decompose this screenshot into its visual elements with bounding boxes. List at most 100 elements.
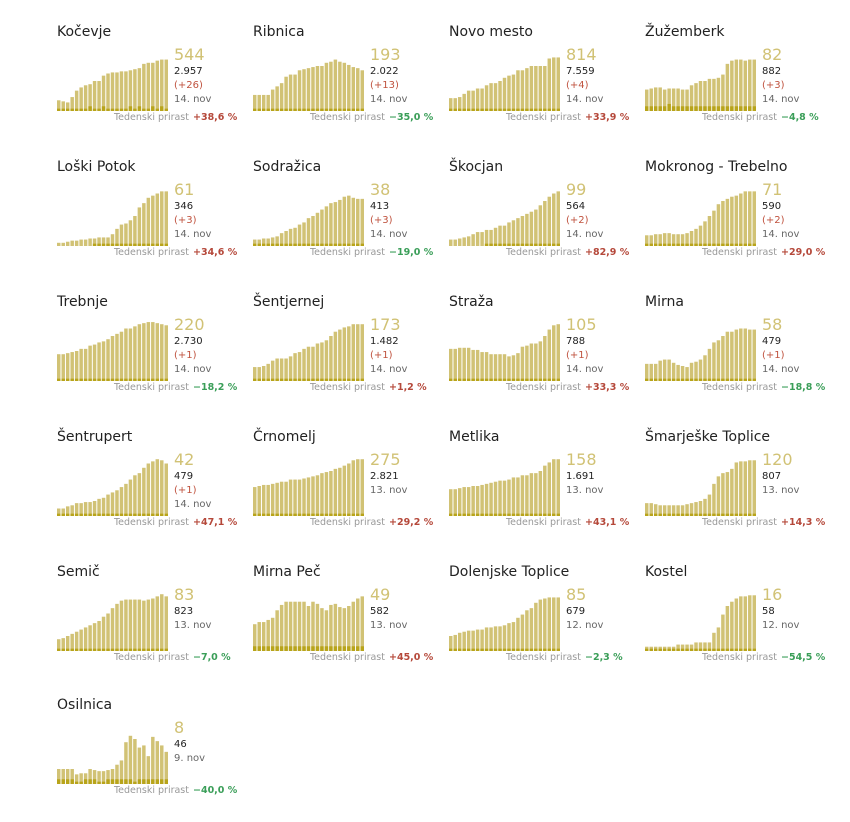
- new-cases-bar: [137, 106, 142, 111]
- new-cases-bar: [748, 243, 752, 246]
- new-cases-bar: [734, 648, 739, 651]
- active-bar: [146, 197, 151, 246]
- active-bar: [680, 89, 685, 111]
- new-cases-bar: [556, 378, 560, 381]
- new-cases-bar: [658, 378, 662, 381]
- new-cases-bar: [552, 378, 556, 381]
- active-bar: [146, 463, 151, 516]
- new-cases-bar: [115, 378, 119, 381]
- active-bar: [748, 329, 752, 381]
- active-bar: [315, 212, 320, 246]
- active-bar: [453, 239, 457, 246]
- new-cases-bar: [288, 378, 293, 381]
- new-cases-bar: [128, 243, 133, 246]
- new-cases-bar: [302, 646, 306, 651]
- new-cases-bar: [493, 513, 498, 516]
- active-bar: [253, 367, 257, 381]
- active-bar: [155, 459, 160, 516]
- active-bar: [462, 631, 466, 651]
- new-cases-bar: [525, 648, 529, 651]
- new-cases-bar: [721, 378, 725, 381]
- new-cases-bar: [347, 378, 351, 381]
- active-bar: [516, 353, 520, 381]
- active-bar: [516, 218, 520, 246]
- active-bar: [502, 77, 507, 111]
- active-bar: [645, 89, 649, 111]
- new-cases-bar: [552, 513, 556, 516]
- active-bar: [475, 349, 480, 381]
- active-bar: [484, 483, 489, 516]
- municipality-title: Loški Potok: [57, 159, 136, 175]
- new-cases-bar: [275, 646, 279, 651]
- active-bar: [662, 359, 667, 381]
- new-cases-bar: [88, 106, 92, 111]
- new-cases-bar: [471, 108, 475, 111]
- active-bar: [302, 222, 306, 246]
- active-bar: [356, 324, 360, 381]
- new-cases-bar: [284, 108, 288, 111]
- daily-delta: (+4): [566, 80, 589, 91]
- new-cases-bar: [529, 648, 534, 651]
- active-bar: [65, 353, 70, 381]
- active-bar: [466, 487, 471, 516]
- active-bar: [453, 489, 457, 516]
- new-cases-bar: [57, 108, 61, 111]
- new-cases-bar: [471, 378, 475, 381]
- active-bar: [516, 70, 520, 111]
- active-bar: [703, 355, 707, 381]
- active-bar: [155, 323, 160, 381]
- active-bar: [133, 216, 137, 246]
- new-cases-bar: [88, 378, 92, 381]
- weekly-growth-value: +33,3 %: [585, 382, 630, 393]
- new-cases-bar: [743, 648, 748, 651]
- new-cases-bar: [106, 513, 110, 516]
- active-bar: [645, 363, 649, 381]
- new-cases-bar: [137, 513, 142, 516]
- new-cases-bar: [703, 378, 707, 381]
- active-count: 544: [174, 45, 205, 64]
- active-count: 49: [370, 585, 391, 604]
- new-cases-bar: [480, 648, 484, 651]
- total-count: 788: [566, 336, 586, 347]
- new-cases-bar: [645, 243, 649, 246]
- new-cases-bar: [146, 513, 151, 516]
- active-bar: [70, 769, 74, 784]
- active-bar: [92, 623, 97, 651]
- active-count: 105: [566, 315, 597, 334]
- new-cases-bar: [493, 108, 498, 111]
- new-cases-bar: [257, 243, 261, 246]
- new-cases-bar: [342, 108, 347, 111]
- active-bar: [302, 348, 306, 381]
- active-bar: [320, 66, 324, 111]
- new-cases-bar: [507, 243, 511, 246]
- active-bar: [92, 501, 97, 516]
- new-cases-bar: [543, 513, 547, 516]
- active-bar: [752, 460, 756, 516]
- active-count: 16: [762, 585, 783, 604]
- municipality-title: Mokronog - Trebelno: [645, 159, 788, 175]
- weekly-growth-value: +45,0 %: [389, 652, 434, 663]
- active-bar: [79, 629, 83, 651]
- active-bar: [730, 60, 734, 111]
- active-bar: [119, 600, 124, 651]
- new-cases-bar: [475, 108, 480, 111]
- active-bar: [698, 225, 703, 246]
- active-bar: [725, 606, 730, 651]
- new-cases-bar: [288, 513, 293, 516]
- municipality-title: Žužemberk: [645, 24, 725, 40]
- new-cases-bar: [552, 648, 556, 651]
- active-bar: [257, 239, 261, 246]
- active-bar: [360, 198, 364, 246]
- active-bar: [342, 62, 347, 111]
- new-cases-bar: [739, 243, 743, 246]
- active-bar: [275, 610, 279, 651]
- active-bar: [164, 463, 168, 516]
- new-cases-bar: [543, 648, 547, 651]
- new-cases-bar: [333, 378, 338, 381]
- weekly-growth-value: +29,0 %: [781, 247, 826, 258]
- new-cases-bar: [453, 513, 457, 516]
- active-bar: [338, 467, 342, 516]
- daily-delta: (+3): [762, 80, 785, 91]
- last-date: 14. nov: [370, 229, 408, 240]
- active-bar: [698, 501, 703, 516]
